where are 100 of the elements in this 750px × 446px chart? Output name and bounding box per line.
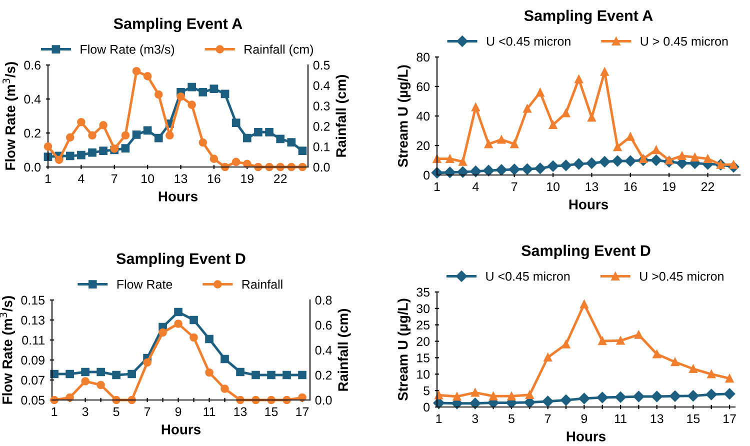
point	[99, 121, 108, 130]
x-axis-title: Hours	[569, 200, 608, 210]
y2-tick-label: 0.1	[313, 142, 330, 152]
point	[562, 108, 570, 118]
x-tick-label: 13	[586, 182, 598, 192]
point	[282, 370, 291, 380]
point	[96, 380, 105, 390]
point	[66, 133, 74, 142]
point	[664, 156, 674, 164]
x-tick-label: 4	[78, 174, 84, 184]
y2-tick-label: 0.8	[315, 296, 332, 305]
point	[573, 158, 584, 170]
point	[66, 370, 74, 378]
x-tick-label: 9	[581, 414, 588, 424]
point	[188, 82, 196, 92]
y-tick-label: 20	[416, 141, 430, 150]
point	[205, 334, 214, 344]
point	[457, 166, 468, 178]
point	[154, 90, 163, 99]
point	[706, 388, 717, 400]
point	[190, 316, 198, 324]
y2-tick-label: 0.2	[315, 370, 332, 380]
point	[724, 388, 736, 400]
legend-label: Flow Rate (m3/s)	[80, 44, 174, 56]
point	[54, 156, 64, 164]
point	[586, 158, 598, 169]
x-tick-label: 17	[724, 414, 736, 424]
point	[489, 392, 498, 400]
point	[431, 167, 443, 178]
chart-title: Sampling Event A	[524, 10, 653, 24]
y-axis-title: Stream U (µg/L)	[398, 65, 411, 168]
x-tick-label: 7	[545, 414, 551, 424]
point	[50, 396, 58, 404]
y-tick-label: 0.05	[21, 396, 45, 405]
x-tick-label: 19	[663, 182, 676, 192]
point	[614, 392, 626, 403]
point	[560, 394, 572, 406]
point	[252, 370, 260, 380]
point	[265, 128, 274, 136]
y-tick-label: 0.6	[24, 60, 41, 70]
point	[81, 377, 90, 386]
point	[523, 104, 532, 113]
point	[484, 140, 493, 148]
point	[616, 336, 625, 345]
point	[633, 390, 644, 402]
point	[121, 131, 130, 140]
point	[236, 368, 244, 376]
point	[598, 336, 607, 346]
point	[651, 390, 662, 402]
point	[729, 160, 738, 169]
point	[650, 154, 662, 166]
point	[596, 392, 608, 404]
point	[534, 162, 546, 174]
y2-tick-label: 0.5	[313, 60, 330, 70]
y-tick-label: 0.13	[21, 316, 45, 325]
point	[88, 148, 96, 157]
x-tick-label: 1	[436, 414, 442, 424]
y-axis-title: Flow Rate (m$^{3}$/s)	[0, 296, 16, 404]
x-tick-label: 13	[650, 414, 664, 424]
point	[578, 392, 590, 404]
chart-title: Sampling Event D	[116, 252, 246, 268]
point	[77, 118, 86, 126]
point	[99, 146, 108, 156]
y2-tick-label: 0.0	[313, 162, 330, 172]
legend-label: U <0.45 micron	[486, 272, 570, 281]
point	[252, 396, 260, 404]
y-tick-label: 5	[424, 386, 430, 396]
point	[220, 90, 230, 98]
x-tick-label: 3	[472, 414, 478, 424]
x-axis-title: Hours	[566, 432, 606, 442]
legend-label: U >0.45 micron	[640, 272, 724, 281]
point	[121, 144, 130, 152]
point	[220, 354, 229, 364]
y2-tick-label: 0.6	[315, 320, 332, 330]
point	[66, 152, 74, 160]
point	[174, 320, 182, 328]
point	[96, 368, 105, 376]
legend-label: U > 0.45 micron	[640, 36, 728, 46]
point	[158, 328, 167, 337]
point	[188, 100, 196, 109]
x-tick-label: 22	[274, 174, 287, 184]
point	[547, 160, 559, 172]
point	[242, 134, 252, 142]
point	[254, 128, 262, 136]
y-tick-label: 30	[416, 304, 430, 314]
x-tick-label: 10	[142, 174, 154, 184]
y-tick-label: 60	[416, 82, 430, 92]
point	[588, 113, 596, 122]
x-tick-label: 4	[472, 182, 479, 192]
y2-axis-title: Rainfall (cm)	[338, 309, 351, 391]
y-tick-label: 0.15	[21, 296, 45, 305]
point	[472, 102, 480, 112]
x-tick-label: 19	[241, 174, 254, 184]
y-tick-label: 25	[416, 320, 430, 330]
point	[496, 164, 508, 176]
point	[276, 134, 285, 144]
point	[634, 330, 643, 339]
y2-tick-label: 0.2	[313, 122, 330, 131]
point	[544, 353, 552, 362]
point	[580, 300, 588, 308]
